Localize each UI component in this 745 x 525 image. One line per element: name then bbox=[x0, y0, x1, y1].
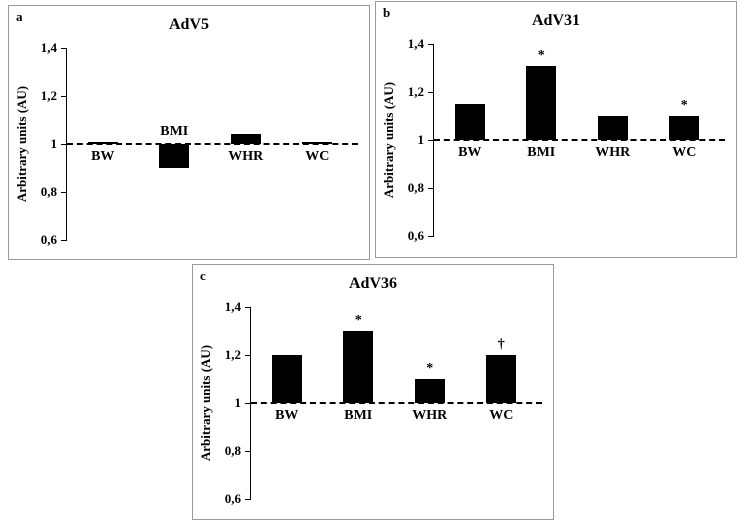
y-tick-label: 0,6 bbox=[407, 228, 424, 243]
category-label-whr: WHR bbox=[412, 408, 448, 423]
baseline-dashed-line bbox=[251, 402, 542, 404]
y-tick-mark bbox=[61, 95, 67, 97]
category-label-wc: WC bbox=[305, 149, 330, 164]
y-tick-label: 1,4 bbox=[224, 299, 241, 314]
panel-letter-c: c bbox=[200, 268, 206, 283]
bar-wc bbox=[302, 141, 333, 144]
chart-panel-b-adv31: b AdV31 Arbitrary units (AU) 1,4 1,2 1 0,8 0… bbox=[375, 1, 737, 258]
y-tick-mark bbox=[245, 354, 251, 356]
y-tick-mark bbox=[428, 139, 434, 141]
bar-bw bbox=[454, 104, 485, 140]
bar-wc bbox=[486, 355, 517, 403]
y-tick-label: 1,4 bbox=[40, 40, 57, 55]
y-tick-mark bbox=[428, 91, 434, 93]
significance-marker: † bbox=[497, 337, 505, 352]
category-label-bw: BW bbox=[91, 149, 115, 164]
chart-panel-a-adv5: a AdV5 Arbitrary units (AU) 1,4 1,2 1 0,8 0,… bbox=[8, 5, 370, 260]
bar-whr bbox=[230, 134, 261, 144]
y-tick-mark bbox=[428, 187, 434, 189]
y-tick-label: 1,2 bbox=[224, 347, 241, 362]
bar-bw bbox=[87, 141, 118, 144]
bar-bmi bbox=[343, 331, 374, 403]
y-tick-label: 1 bbox=[50, 136, 58, 151]
y-tick-mark bbox=[245, 498, 251, 500]
significance-marker: * bbox=[537, 47, 545, 63]
category-label-bmi: BMI bbox=[160, 124, 189, 139]
bar-bmi bbox=[526, 65, 557, 140]
bar-bw bbox=[271, 355, 302, 403]
category-label-whr: WHR bbox=[595, 145, 631, 160]
chart-title-adv31: AdV31 bbox=[531, 12, 580, 29]
y-tick-mark bbox=[61, 47, 67, 49]
y-tick-mark bbox=[428, 235, 434, 237]
y-tick-label: 0,8 bbox=[224, 443, 241, 458]
category-label-wc: WC bbox=[672, 145, 697, 160]
y-tick-label: 0,8 bbox=[407, 180, 424, 195]
y-tick-label: 1,4 bbox=[407, 36, 424, 51]
y-tick-label: 0,8 bbox=[40, 184, 57, 199]
bar-whr bbox=[597, 116, 628, 140]
y-tick-label: 0,6 bbox=[224, 491, 241, 506]
category-label-bmi: BMI bbox=[527, 145, 556, 160]
bar-wc bbox=[669, 116, 700, 140]
chart-panel-c-adv36: c AdV36 Arbitrary units (AU) 1,4 1,2 1 0,8 0… bbox=[192, 264, 554, 520]
y-tick-mark bbox=[245, 450, 251, 452]
significance-marker: * bbox=[680, 98, 688, 113]
baseline-dashed-line bbox=[434, 139, 725, 141]
y-tick-mark bbox=[61, 191, 67, 193]
y-tick-label: 1 bbox=[234, 395, 242, 410]
bar-whr bbox=[414, 379, 445, 403]
bar-bmi bbox=[159, 144, 190, 168]
y-tick-label: 1 bbox=[417, 132, 425, 147]
plot-area-adv36: 1,4 1,2 1 0,8 0,6 BW BMI * WHR * WC † bbox=[225, 299, 542, 506]
baseline-dashed-line bbox=[67, 143, 358, 145]
significance-marker: * bbox=[354, 313, 362, 328]
y-tick-mark bbox=[245, 402, 251, 404]
category-label-whr: WHR bbox=[228, 149, 264, 164]
chart-title-adv5: AdV5 bbox=[168, 16, 209, 33]
plot-area-adv5: 1,4 1,2 1 0,8 0,6 BW BMI WHR WC bbox=[41, 40, 358, 247]
chart-title-adv36: AdV36 bbox=[348, 275, 397, 292]
category-label-wc: WC bbox=[489, 408, 514, 423]
y-tick-label: 1,2 bbox=[407, 84, 424, 99]
category-label-bmi: BMI bbox=[344, 408, 373, 423]
y-tick-mark bbox=[61, 143, 67, 145]
y-tick-mark bbox=[245, 306, 251, 308]
category-label-bw: BW bbox=[458, 145, 482, 160]
y-tick-mark bbox=[428, 43, 434, 45]
category-label-bw: BW bbox=[275, 408, 299, 423]
y-tick-label: 1,2 bbox=[40, 88, 57, 103]
significance-marker: * bbox=[426, 361, 434, 376]
y-tick-label: 0,6 bbox=[40, 232, 57, 247]
panel-letter-b: b bbox=[383, 5, 391, 20]
plot-area-adv31: 1,4 1,2 1 0,8 0,6 BW BMI * WHR WC * bbox=[408, 36, 725, 243]
panel-letter-a: a bbox=[16, 9, 23, 24]
y-tick-mark bbox=[61, 239, 67, 241]
